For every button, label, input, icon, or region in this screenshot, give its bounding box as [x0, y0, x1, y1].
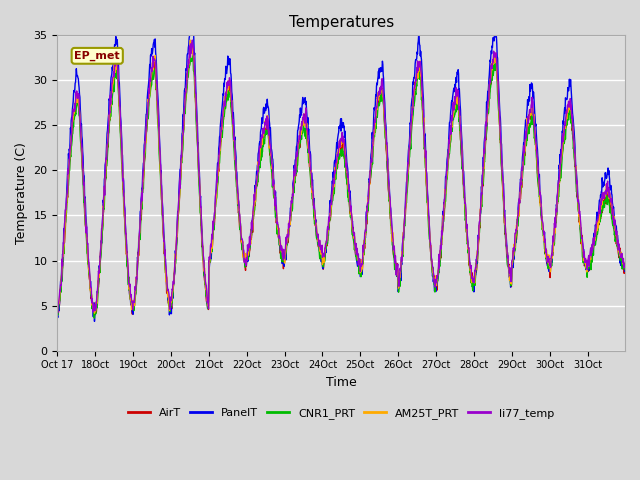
CNR1_PRT [166, 305, 174, 311]
CNR1_PRT [244, 253, 252, 259]
Line: CNR1_PRT: CNR1_PRT [58, 56, 625, 318]
li77_temp [166, 307, 174, 312]
AirT [166, 306, 174, 312]
AM25T_PRT [186, 37, 194, 43]
Line: AM25T_PRT: AM25T_PRT [58, 40, 625, 313]
AM25T_PRT [54, 310, 61, 315]
Line: PanelT: PanelT [58, 20, 625, 321]
Line: li77_temp: li77_temp [58, 40, 625, 312]
AM25T_PRT [504, 259, 512, 264]
AirT [430, 277, 438, 283]
Line: AirT: AirT [58, 42, 625, 315]
AM25T_PRT [91, 310, 99, 316]
AM25T_PRT [166, 302, 174, 308]
CNR1_PRT [621, 267, 629, 273]
AM25T_PRT [554, 184, 562, 190]
AirT [92, 312, 99, 318]
AM25T_PRT [430, 275, 438, 281]
CNR1_PRT [504, 263, 512, 268]
PanelT [180, 97, 188, 103]
li77_temp [621, 264, 629, 269]
AirT [244, 254, 252, 260]
CNR1_PRT [91, 315, 99, 321]
X-axis label: Time: Time [326, 376, 356, 389]
li77_temp [244, 248, 252, 254]
Legend: AirT, PanelT, CNR1_PRT, AM25T_PRT, li77_temp: AirT, PanelT, CNR1_PRT, AM25T_PRT, li77_… [124, 404, 559, 423]
PanelT [504, 264, 512, 269]
li77_temp [188, 37, 196, 43]
AirT [188, 39, 196, 45]
AM25T_PRT [244, 251, 252, 256]
li77_temp [554, 180, 562, 186]
CNR1_PRT [189, 53, 196, 59]
Y-axis label: Temperature (C): Temperature (C) [15, 142, 28, 244]
PanelT [430, 279, 438, 285]
AirT [504, 264, 512, 270]
CNR1_PRT [554, 193, 562, 199]
PanelT [91, 318, 99, 324]
AirT [621, 270, 629, 276]
Text: EP_met: EP_met [74, 51, 120, 61]
AM25T_PRT [180, 120, 188, 126]
li77_temp [504, 261, 512, 267]
li77_temp [430, 279, 438, 285]
AirT [54, 312, 61, 317]
PanelT [554, 178, 562, 183]
CNR1_PRT [180, 122, 188, 128]
Title: Temperatures: Temperatures [289, 15, 394, 30]
AirT [554, 190, 562, 196]
PanelT [244, 258, 252, 264]
li77_temp [54, 307, 61, 313]
li77_temp [180, 117, 188, 122]
PanelT [621, 264, 629, 270]
li77_temp [54, 310, 61, 315]
CNR1_PRT [54, 311, 61, 317]
CNR1_PRT [430, 281, 438, 287]
AM25T_PRT [621, 264, 629, 269]
PanelT [166, 305, 174, 311]
PanelT [188, 17, 196, 23]
AirT [180, 116, 188, 122]
PanelT [54, 313, 61, 319]
